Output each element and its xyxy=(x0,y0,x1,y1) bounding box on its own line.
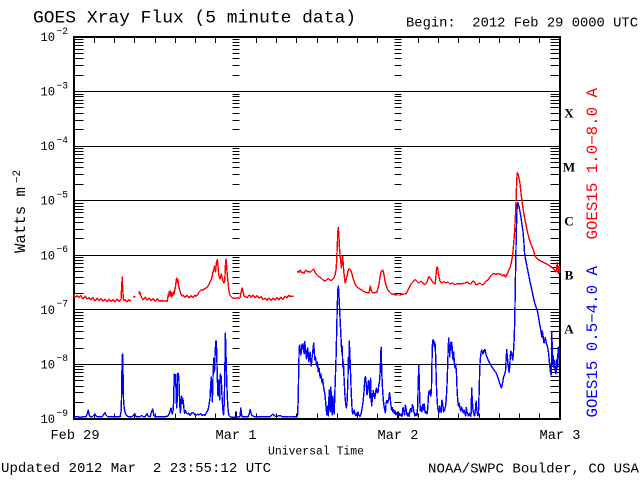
svg-text:GOES Xray Flux (5 minute data): GOES Xray Flux (5 minute data) xyxy=(33,9,356,29)
svg-text:Updated 2012 Mar 2 23:55:12 U: Updated 2012 Mar 2 23:55:12 UTC xyxy=(1,461,271,477)
svg-text:NOAA/SWPC Boulder, CO USA: NOAA/SWPC Boulder, CO USA xyxy=(428,462,640,478)
svg-text:10: 10 xyxy=(41,413,56,427)
svg-text:−5: −5 xyxy=(57,191,69,202)
svg-text:−2: −2 xyxy=(12,170,24,183)
svg-text:Universal Time: Universal Time xyxy=(268,446,364,459)
svg-text:A: A xyxy=(564,322,574,337)
svg-text:−2: −2 xyxy=(57,27,69,38)
svg-text:−6: −6 xyxy=(57,245,69,256)
svg-text:Watts m: Watts m xyxy=(12,187,30,253)
svg-text:Mar 1: Mar 1 xyxy=(216,428,257,444)
svg-text:C: C xyxy=(564,214,573,229)
svg-text:10: 10 xyxy=(41,86,56,100)
svg-text:10: 10 xyxy=(41,195,56,209)
svg-text:10: 10 xyxy=(41,304,56,318)
svg-text:−8: −8 xyxy=(57,354,69,365)
svg-text:GOES15 1.0−8.0 A: GOES15 1.0−8.0 A xyxy=(584,87,602,239)
svg-text:10: 10 xyxy=(41,140,56,154)
svg-text:Begin: 2012 Feb 29 0000 UTC: Begin: 2012 Feb 29 0000 UTC xyxy=(406,17,638,32)
svg-text:B: B xyxy=(565,268,574,283)
svg-text:−9: −9 xyxy=(57,409,69,420)
svg-text:−4: −4 xyxy=(57,136,69,147)
svg-text:−7: −7 xyxy=(57,300,69,311)
svg-text:GOES15 0.5−4.0 A: GOES15 0.5−4.0 A xyxy=(584,265,602,417)
svg-text:−3: −3 xyxy=(57,81,69,92)
svg-text:10: 10 xyxy=(41,358,56,372)
svg-text:Mar 3: Mar 3 xyxy=(540,428,581,444)
svg-text:10: 10 xyxy=(41,31,56,45)
svg-text:X: X xyxy=(564,106,574,121)
svg-text:M: M xyxy=(563,160,575,175)
svg-text:10: 10 xyxy=(41,249,56,263)
svg-text:Mar 2: Mar 2 xyxy=(378,428,419,444)
svg-text:Feb 29: Feb 29 xyxy=(51,428,100,444)
